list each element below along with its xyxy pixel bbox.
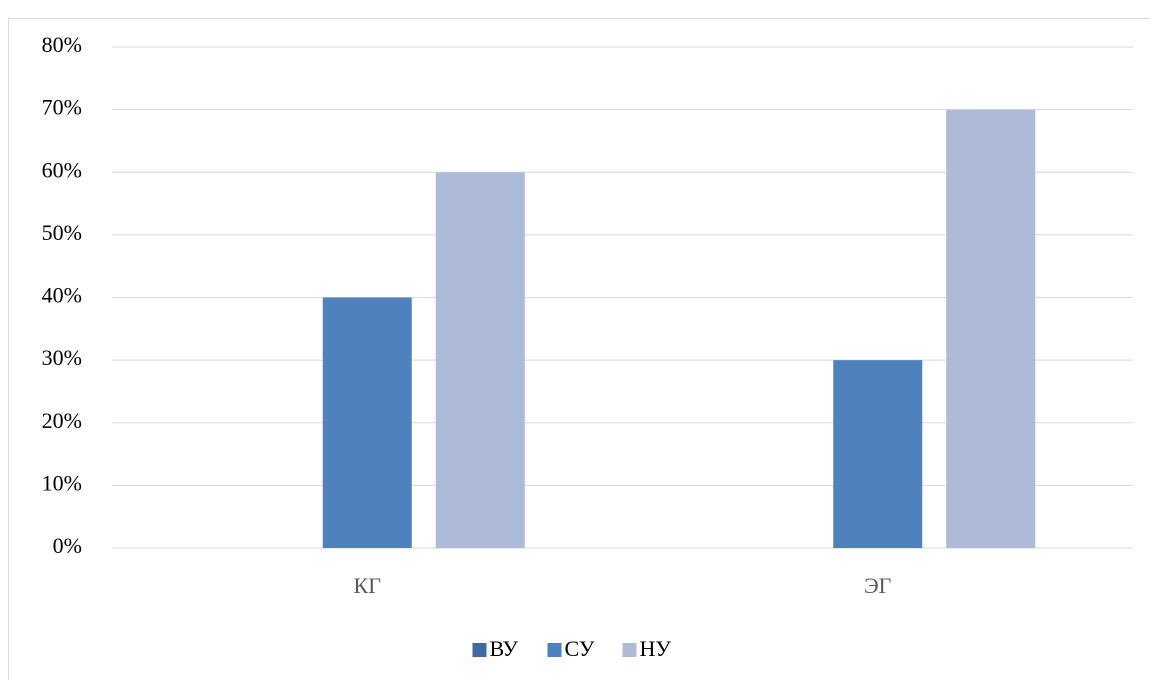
- legend-swatch: [622, 643, 637, 657]
- bar: [833, 360, 923, 548]
- bar: [322, 297, 412, 548]
- y-tick-label: 60%: [42, 157, 82, 182]
- y-tick-label: 30%: [42, 345, 82, 370]
- x-tick-label: КГ: [354, 573, 382, 598]
- y-tick-label: 80%: [42, 32, 82, 57]
- y-tick-label: 50%: [42, 220, 82, 245]
- legend-label: НУ: [640, 636, 672, 661]
- legend-swatch: [472, 643, 487, 657]
- y-tick-label: 40%: [42, 283, 82, 308]
- x-tick-label: ЭГ: [864, 573, 892, 598]
- y-tick-label: 70%: [42, 95, 82, 120]
- chart-border: [8, 18, 1150, 680]
- legend-label: ВУ: [490, 636, 519, 661]
- y-tick-label: 0%: [53, 533, 82, 558]
- bar: [435, 172, 525, 548]
- y-tick-label: 20%: [42, 408, 82, 433]
- bar: [946, 109, 1036, 548]
- legend-swatch: [547, 643, 562, 657]
- legend-label: СУ: [565, 636, 595, 661]
- y-tick-label: 10%: [42, 470, 82, 495]
